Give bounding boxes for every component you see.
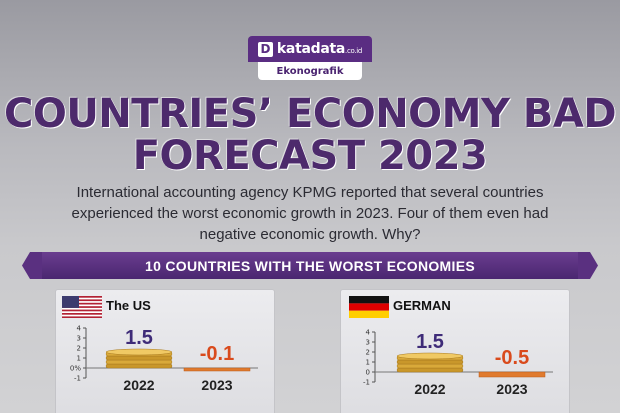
germany-flag-icon <box>349 296 389 318</box>
coin-layer <box>105 359 173 365</box>
country-name: The US <box>106 298 151 313</box>
logo-tag: Ekonografik <box>258 62 362 80</box>
y-tick-label: -1 <box>363 379 370 387</box>
section-banner: 10 COUNTRIES WITH THE WORST ECONOMIES <box>30 252 590 279</box>
section-banner-label: 10 COUNTRIES WITH THE WORST ECONOMIES <box>144 257 475 274</box>
x-category-label: 2022 <box>123 377 154 393</box>
us-growth-chart: 4 3 2 1 0% -1 1.5 2022 -0.1 2023 <box>70 325 258 393</box>
y-tick-label: 3 <box>77 335 81 343</box>
y-tick-label: 4 <box>77 325 82 333</box>
country-card-germany: GERMAN 4 3 2 1 0 -1 1.5 2022 -0.5 2023 <box>340 289 570 413</box>
country-name: GERMAN <box>393 298 451 313</box>
bar-value-label: -0.1 <box>200 343 234 365</box>
y-tick-label: 1 <box>77 355 81 363</box>
germany-growth-chart: 4 3 2 1 0 -1 1.5 2022 -0.5 2023 <box>363 329 553 397</box>
coin-layer <box>396 359 464 365</box>
intro-line3: negative economic growth. Why? <box>199 226 421 243</box>
x-category-label: 2023 <box>496 381 527 397</box>
logo-suffix: .co.id <box>345 47 363 55</box>
logo-mark-icon: D <box>257 41 273 57</box>
y-tick-label: 0 <box>366 369 370 377</box>
y-tick-label: 1 <box>366 359 370 367</box>
y-tick-label: 0% <box>70 365 81 373</box>
us-flag-icon <box>62 296 102 318</box>
bar-negative <box>478 371 546 378</box>
logo-name: katadata <box>276 41 346 57</box>
country-card-us: The US 4 3 2 1 0% -1 1.5 2022 -0.1 2023 <box>55 289 275 413</box>
y-tick-label: 2 <box>366 349 370 357</box>
coin-top <box>105 348 173 356</box>
bar-coin-stack <box>396 352 464 373</box>
y-tick-label: 2 <box>77 345 81 353</box>
bar-value-label: 1.5 <box>125 327 153 349</box>
katadata-logo: D katadata.co.id Ekonografik <box>248 36 372 80</box>
page-title-line1: COUNTRIES’ ECONOMY BAD <box>3 91 617 137</box>
logo-top-bar: D katadata.co.id <box>248 36 372 62</box>
coin-layer <box>396 367 464 373</box>
coin-layer <box>105 363 173 369</box>
coin-top <box>396 352 464 360</box>
bar-value-label: -0.5 <box>495 347 529 369</box>
logo-wordmark: katadata.co.id <box>277 41 362 57</box>
intro-line2: experienced the worst economic growth in… <box>71 205 549 222</box>
bar-negative <box>183 367 251 372</box>
bar-value-label: 1.5 <box>416 331 444 353</box>
page-title-line2: FORECAST 2023 <box>132 133 488 179</box>
y-tick-label: 3 <box>366 339 370 347</box>
coin-layer <box>105 355 173 361</box>
x-category-label: 2022 <box>414 381 445 397</box>
coin-layer <box>396 363 464 369</box>
x-category-label: 2023 <box>201 377 232 393</box>
bar-coin-stack <box>105 348 173 369</box>
intro-text: International accounting agency KPMG rep… <box>40 182 580 245</box>
y-tick-label: -1 <box>74 375 81 383</box>
intro-line1: International accounting agency KPMG rep… <box>76 184 544 201</box>
y-tick-label: 4 <box>366 329 371 337</box>
